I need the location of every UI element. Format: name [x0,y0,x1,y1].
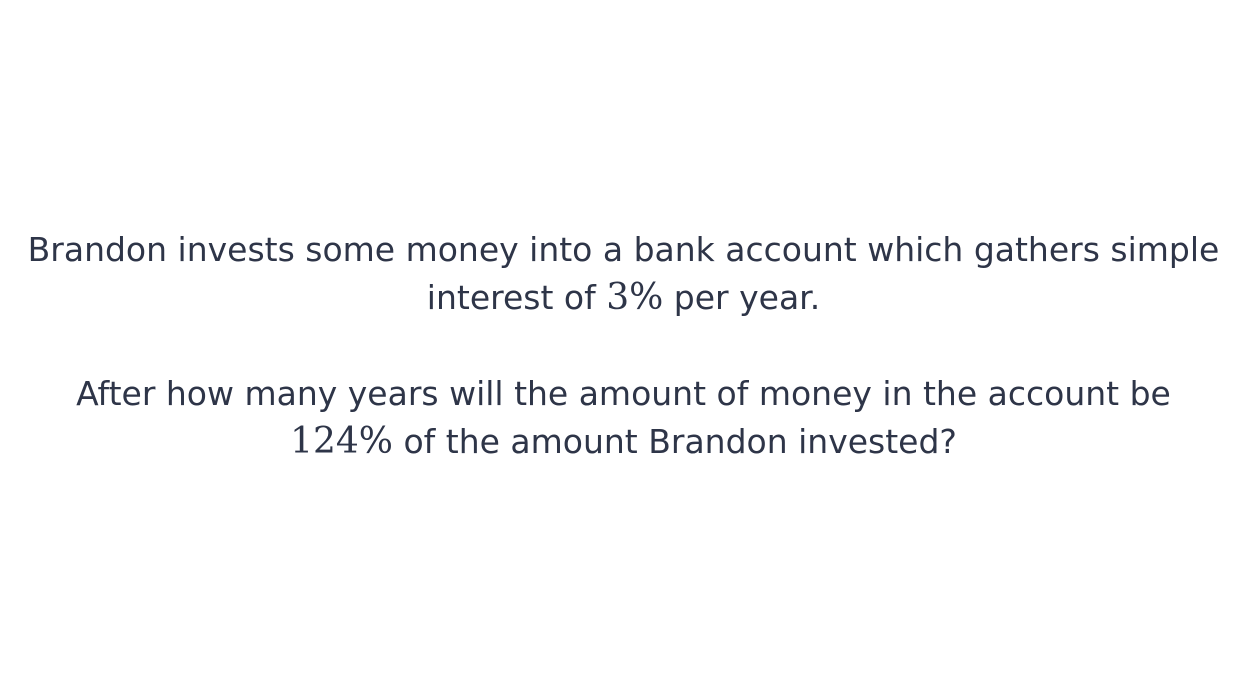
paragraph-2-text-after: of the amount Brandon invested? [392,421,957,461]
question-text: Brandon invests some money into a bank a… [20,226,1227,466]
interest-rate-math: 3% [606,276,664,318]
paragraph-2-text-before: After how many years will the amount of … [76,373,1171,413]
paragraph-1-text-before: Brandon invests some money into a bank a… [27,229,1220,317]
paragraph-1-text-after: per year. [663,277,821,317]
target-percentage-math: 124% [290,420,393,462]
question-paragraph-1: Brandon invests some money into a bank a… [20,226,1227,322]
question-paragraph-2: After how many years will the amount of … [20,370,1227,466]
